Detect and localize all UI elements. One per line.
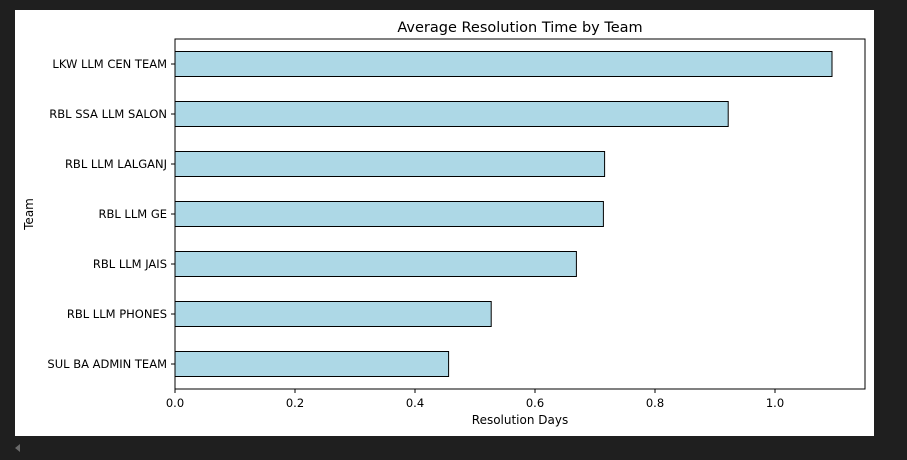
scroll-left-arrow-icon[interactable]: [15, 444, 20, 452]
y-tick-label: RBL LLM GE: [98, 207, 167, 221]
bar-0: [174, 51, 833, 77]
y-axis-label: Team: [22, 198, 36, 231]
x-axis-label: Resolution Days: [472, 413, 568, 427]
y-tick-label: SUL BA ADMIN TEAM: [47, 357, 167, 371]
chart-figure: Average Resolution Time by Team LKW LLM …: [15, 10, 874, 436]
y-ticks-group: LKW LLM CEN TEAM RBL SSA LLM SALON RBL LLM…: [47, 57, 175, 371]
bar-3: [174, 201, 604, 227]
x-tick-label: 0.0: [166, 396, 184, 410]
y-tick-label: RBL LLM PHONES: [67, 307, 167, 321]
bar-1: [174, 101, 729, 127]
x-tick-label: 0.4: [406, 396, 424, 410]
bar-6: [174, 351, 450, 377]
bar-5: [174, 301, 492, 327]
plot-area-frame: [174, 38, 866, 390]
bar-2: [174, 151, 606, 177]
x-tick-label: 0.2: [286, 396, 304, 410]
bar-chart: Average Resolution Time by Team LKW LLM …: [22, 20, 866, 427]
x-tick-label: 1.0: [766, 396, 784, 410]
x-tick-label: 0.8: [646, 396, 664, 410]
y-tick-label: RBL LLM JAIS: [93, 257, 167, 271]
y-tick-label: RBL LLM LALGANJ: [65, 157, 167, 171]
y-tick-label: RBL SSA LLM SALON: [49, 107, 167, 121]
bars-group: [174, 51, 833, 377]
x-tick-label: 0.6: [526, 396, 544, 410]
x-ticks-group: 0.0 0.2 0.4 0.6 0.8 1.0: [166, 389, 784, 410]
y-tick-label: LKW LLM CEN TEAM: [52, 57, 167, 71]
chart-title: Average Resolution Time by Team: [397, 20, 642, 36]
bar-4: [174, 251, 577, 277]
